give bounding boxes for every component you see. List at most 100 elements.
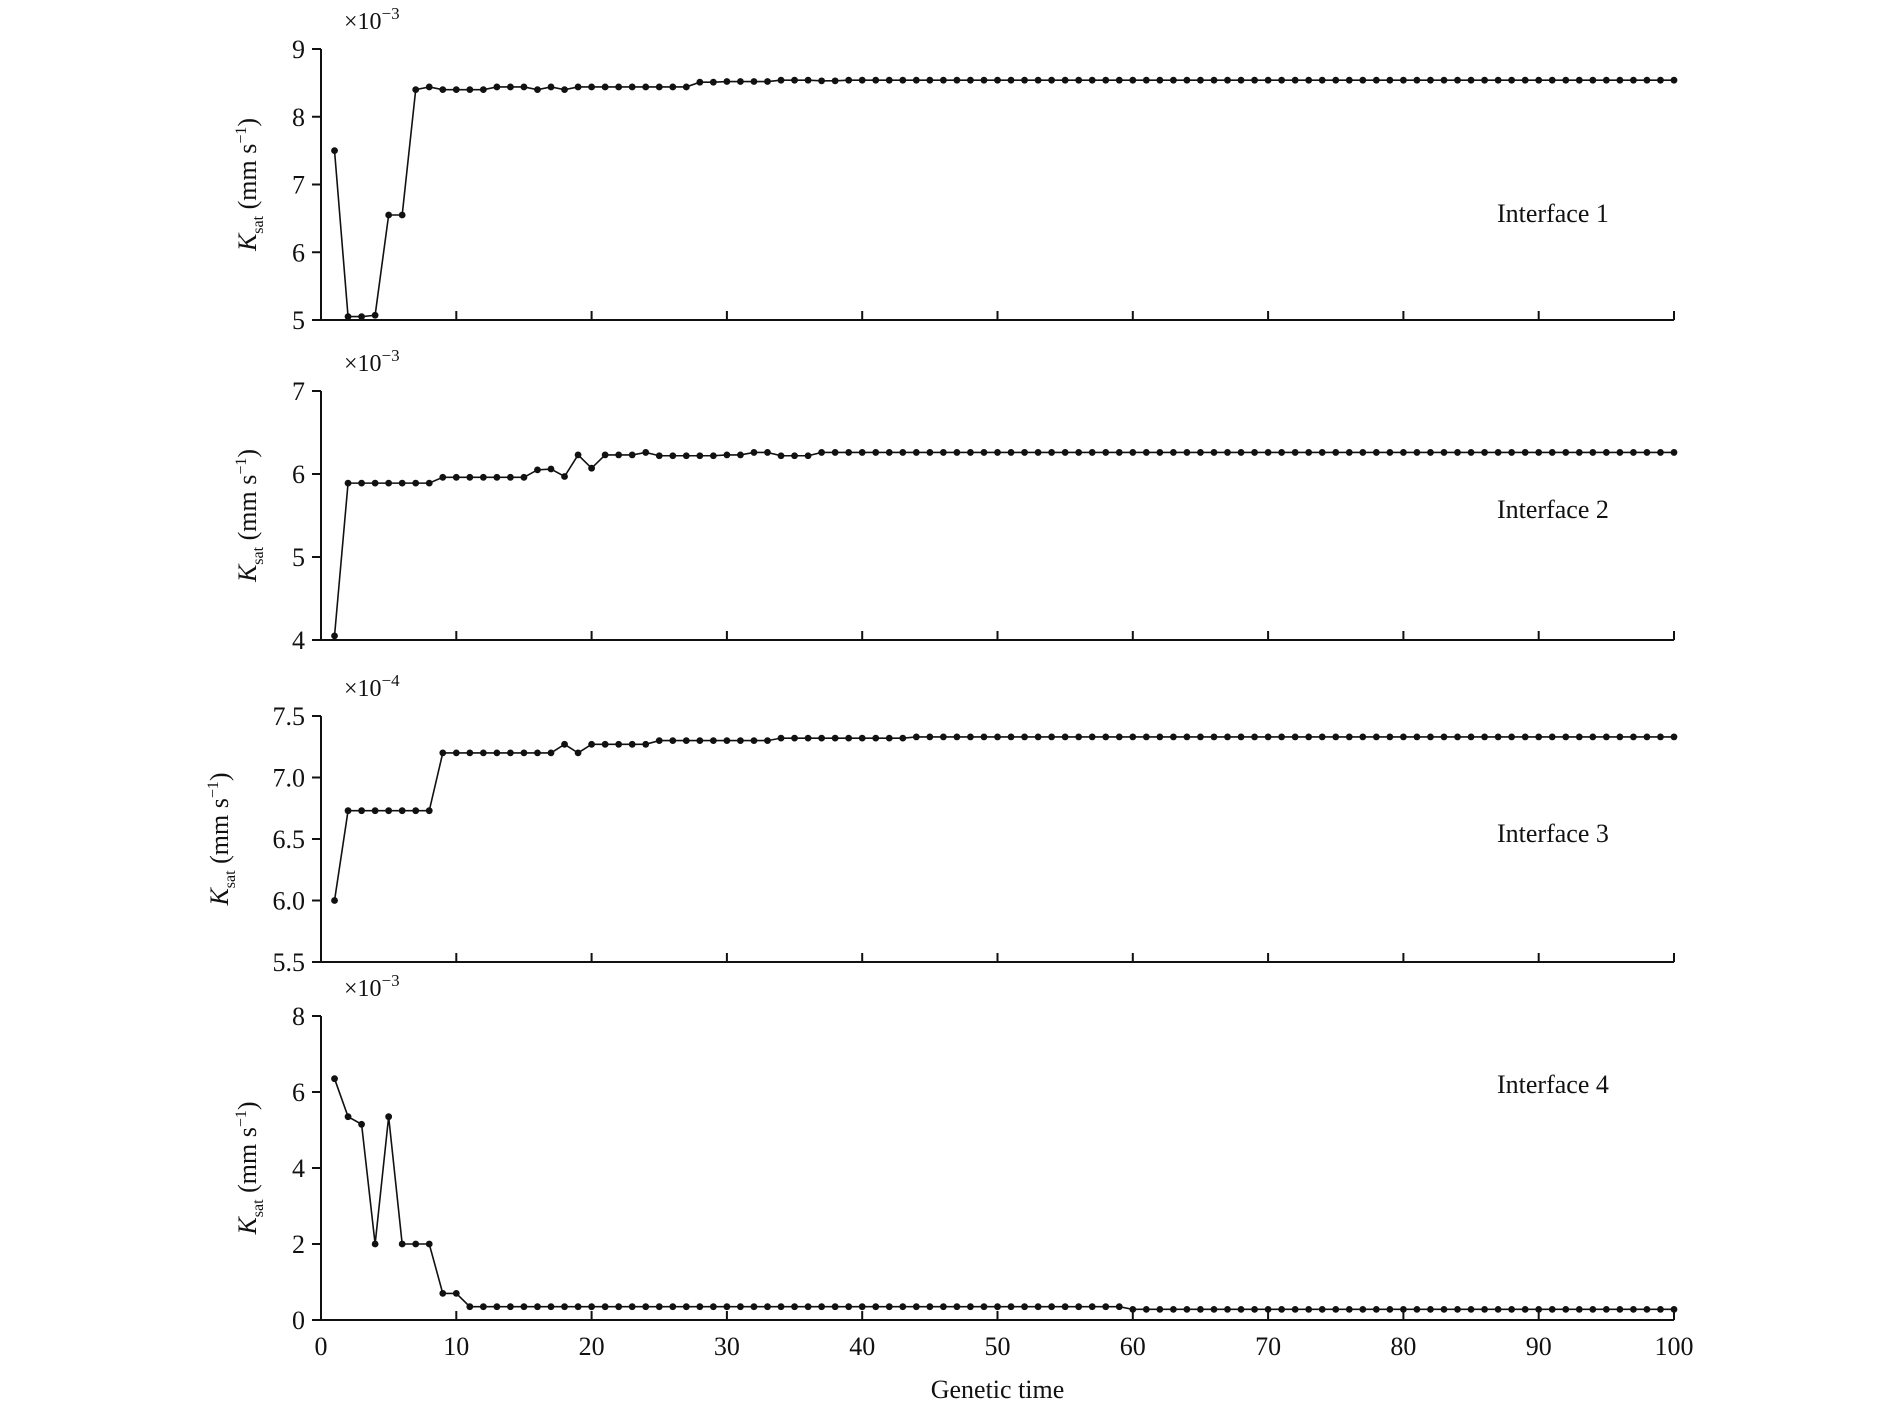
data-point (1575, 1305, 1583, 1313)
data-point (723, 451, 731, 459)
data-point (980, 733, 988, 741)
data-point (1088, 449, 1096, 456)
data-point (1291, 76, 1299, 84)
data-point (1548, 1305, 1556, 1313)
data-point (1318, 76, 1326, 84)
data-point (1021, 733, 1028, 741)
data-point (926, 449, 934, 456)
data-point (1318, 449, 1326, 456)
data-point (331, 1075, 338, 1083)
data-point (872, 1303, 880, 1311)
y-tick-label: 0 (292, 1306, 305, 1335)
data-point (1440, 76, 1448, 84)
data-point (1467, 449, 1475, 456)
data-point (967, 733, 974, 741)
data-point (804, 734, 812, 742)
data-point (912, 1303, 920, 1311)
data-point (967, 449, 974, 456)
data-point (1210, 449, 1218, 456)
data-point (358, 479, 365, 487)
y-tick-label: 8 (292, 103, 305, 132)
data-point (926, 76, 934, 84)
data-point (1602, 1305, 1610, 1313)
data-point (669, 737, 677, 744)
data-point (1386, 76, 1394, 84)
data-point (1440, 733, 1448, 741)
data-point (818, 734, 826, 742)
panel-1: 5 6 7 8 9 ×10−3 Ksat (mm s−1) Interface 1 (233, 4, 1678, 335)
data-point (682, 1303, 690, 1311)
data-point (1508, 733, 1516, 741)
panel-label: Interface 3 (1497, 819, 1609, 848)
data-point (1007, 76, 1015, 84)
data-point (1034, 76, 1042, 84)
ylabel-variable: K (233, 232, 262, 252)
data-point (358, 807, 365, 815)
data-point (642, 449, 650, 456)
data-point (939, 733, 947, 741)
data-point (574, 451, 582, 459)
data-point (953, 449, 961, 456)
multiplier-exponent: −3 (382, 346, 400, 365)
data-point (872, 449, 880, 456)
data-point (1481, 733, 1488, 741)
data-point (994, 1303, 1001, 1311)
data-point (1142, 76, 1150, 84)
data-point (1643, 1305, 1651, 1313)
x-tick-label: 30 (714, 1332, 740, 1361)
multiplier-exponent: −3 (382, 971, 400, 990)
data-point (479, 86, 487, 94)
data-point (750, 78, 758, 85)
data-point (425, 83, 433, 91)
data-point (493, 83, 501, 91)
data-point (615, 83, 623, 91)
y-tick-label: 8 (292, 1002, 305, 1031)
data-point (845, 734, 853, 742)
data-point (561, 86, 568, 94)
data-point (1102, 1303, 1110, 1311)
data-point (858, 734, 866, 742)
data-point (398, 479, 406, 487)
data-point (331, 147, 338, 155)
data-point (1332, 1305, 1340, 1313)
data-point (1630, 1305, 1637, 1313)
data-point (1548, 449, 1556, 456)
multiplier-exponent: −3 (382, 4, 400, 23)
ylabel-subscript: sat (250, 546, 267, 564)
data-point (1224, 449, 1231, 456)
data-point (1088, 76, 1096, 84)
data-point (669, 452, 677, 460)
data-point (1061, 76, 1069, 84)
data-point (371, 807, 379, 815)
data-point (669, 83, 677, 91)
data-point (737, 451, 744, 459)
data-point (507, 83, 514, 91)
data-point (804, 76, 812, 84)
data-point (709, 452, 717, 460)
data-point (764, 78, 771, 85)
data-point (1210, 733, 1218, 741)
data-point (601, 451, 609, 459)
data-point (737, 1303, 744, 1311)
x-axis: 0 10 20 30 40 50 60 70 80 90 100 Genetic time (315, 1332, 1694, 1404)
data-point (425, 807, 433, 815)
data-point (1345, 733, 1353, 741)
ylabel-close: ) (205, 772, 234, 781)
data-point (466, 86, 474, 94)
y-tick-label: 9 (292, 35, 305, 64)
data-point (1197, 733, 1204, 741)
data-point (1494, 1305, 1502, 1313)
data-point (1359, 449, 1367, 456)
data-point (1318, 1305, 1326, 1313)
data-point (1115, 1303, 1123, 1311)
data-point (1602, 733, 1610, 741)
data-point (398, 211, 406, 219)
data-point (764, 737, 771, 744)
data-point (615, 1303, 623, 1311)
ylabel-exponent: −1 (233, 127, 250, 144)
data-point (1251, 76, 1258, 84)
data-point (1630, 733, 1637, 741)
data-point (1156, 1305, 1164, 1313)
data-point (980, 76, 988, 84)
